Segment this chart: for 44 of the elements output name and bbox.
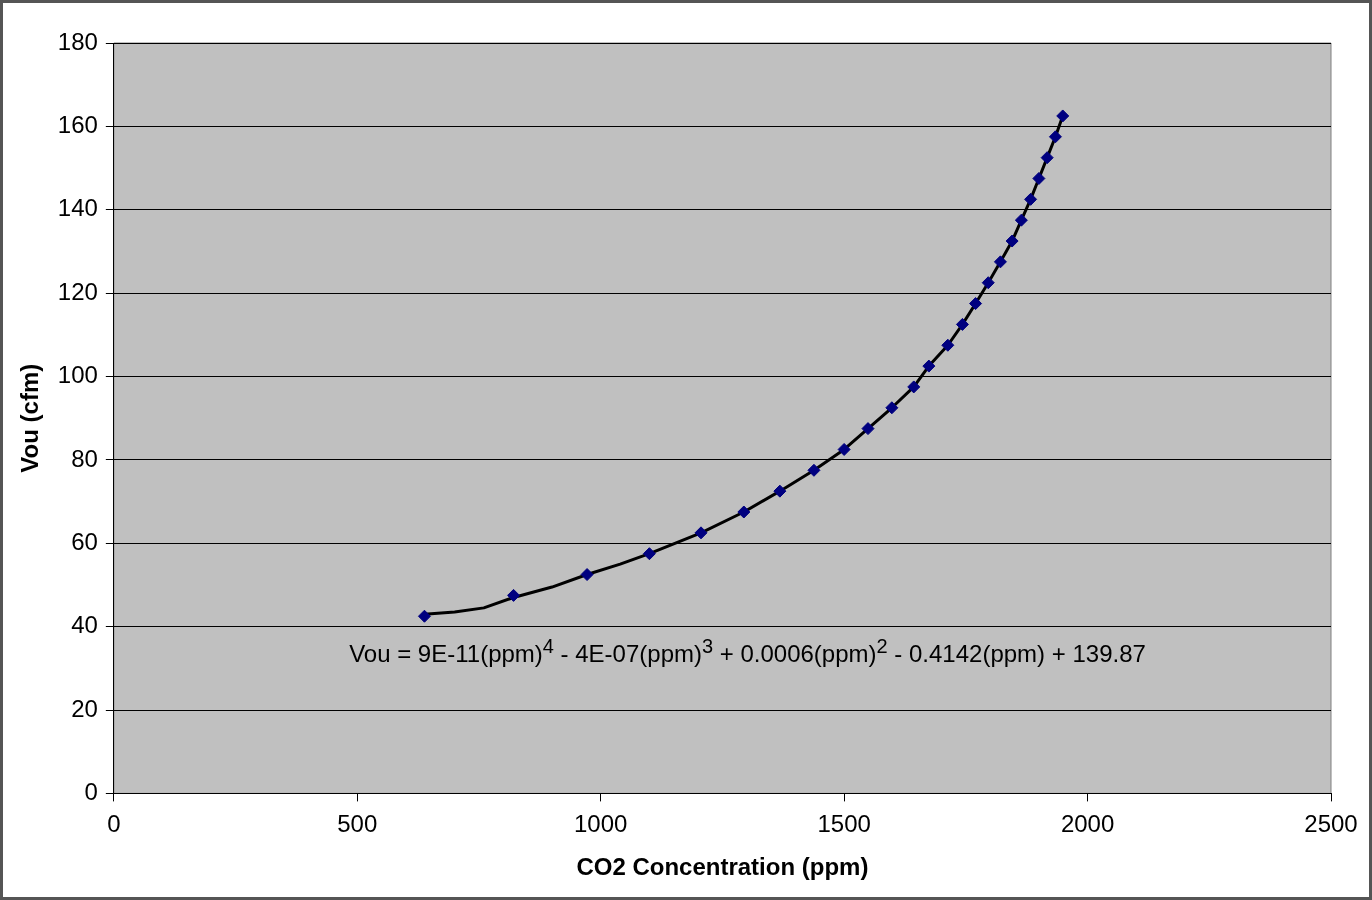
x-tick-label: 1000 (574, 810, 628, 838)
point (580, 568, 594, 582)
x-tick-label: 1500 (817, 810, 871, 838)
point (773, 484, 787, 498)
x-tick-label: 2500 (1304, 810, 1358, 838)
annotation: Vou = 9E-11(ppm)$^{4}$ - 4E-07(ppm)$^{3}$ + 0.0006(ppm)$^{2}$ - 0.4142(ppm) + 139.87 (348, 635, 1147, 668)
point (417, 609, 431, 623)
point (1056, 109, 1070, 123)
x-tick-label: 500 (337, 810, 378, 838)
point (981, 276, 995, 290)
point (955, 317, 969, 331)
point (861, 422, 875, 436)
point (1032, 171, 1046, 185)
point (807, 463, 821, 477)
x-tick-label: 2000 (1060, 810, 1115, 838)
point (1040, 151, 1054, 165)
y-tick-label: 120 (57, 277, 98, 305)
y-tick-label: 140 (57, 194, 98, 222)
point (993, 255, 1007, 269)
point (1048, 130, 1062, 144)
point (1014, 213, 1028, 227)
point (922, 359, 936, 373)
point (969, 297, 983, 311)
y-tick-label: 20 (71, 694, 98, 722)
y-tick-label: 40 (71, 611, 98, 639)
y-tick-label: 60 (71, 527, 98, 555)
point (1024, 192, 1038, 206)
y-tick-label: 80 (71, 444, 98, 472)
point (737, 505, 751, 519)
y-tick-label: 0 (84, 778, 98, 806)
x-tick-label: 0 (107, 810, 121, 838)
point (907, 380, 921, 394)
point (1005, 234, 1019, 248)
y-axis-title: Vou (cfm) (16, 363, 44, 473)
point (507, 588, 521, 602)
point (941, 338, 955, 352)
point (694, 526, 708, 540)
point (642, 547, 656, 561)
point (885, 401, 899, 415)
x-axis-title: CO2 Concentration (ppm) (576, 853, 869, 881)
y-tick-label: 180 (57, 27, 98, 55)
point (837, 442, 851, 456)
y-tick-label: 160 (57, 111, 98, 138)
y-tick-label: 100 (57, 361, 98, 389)
